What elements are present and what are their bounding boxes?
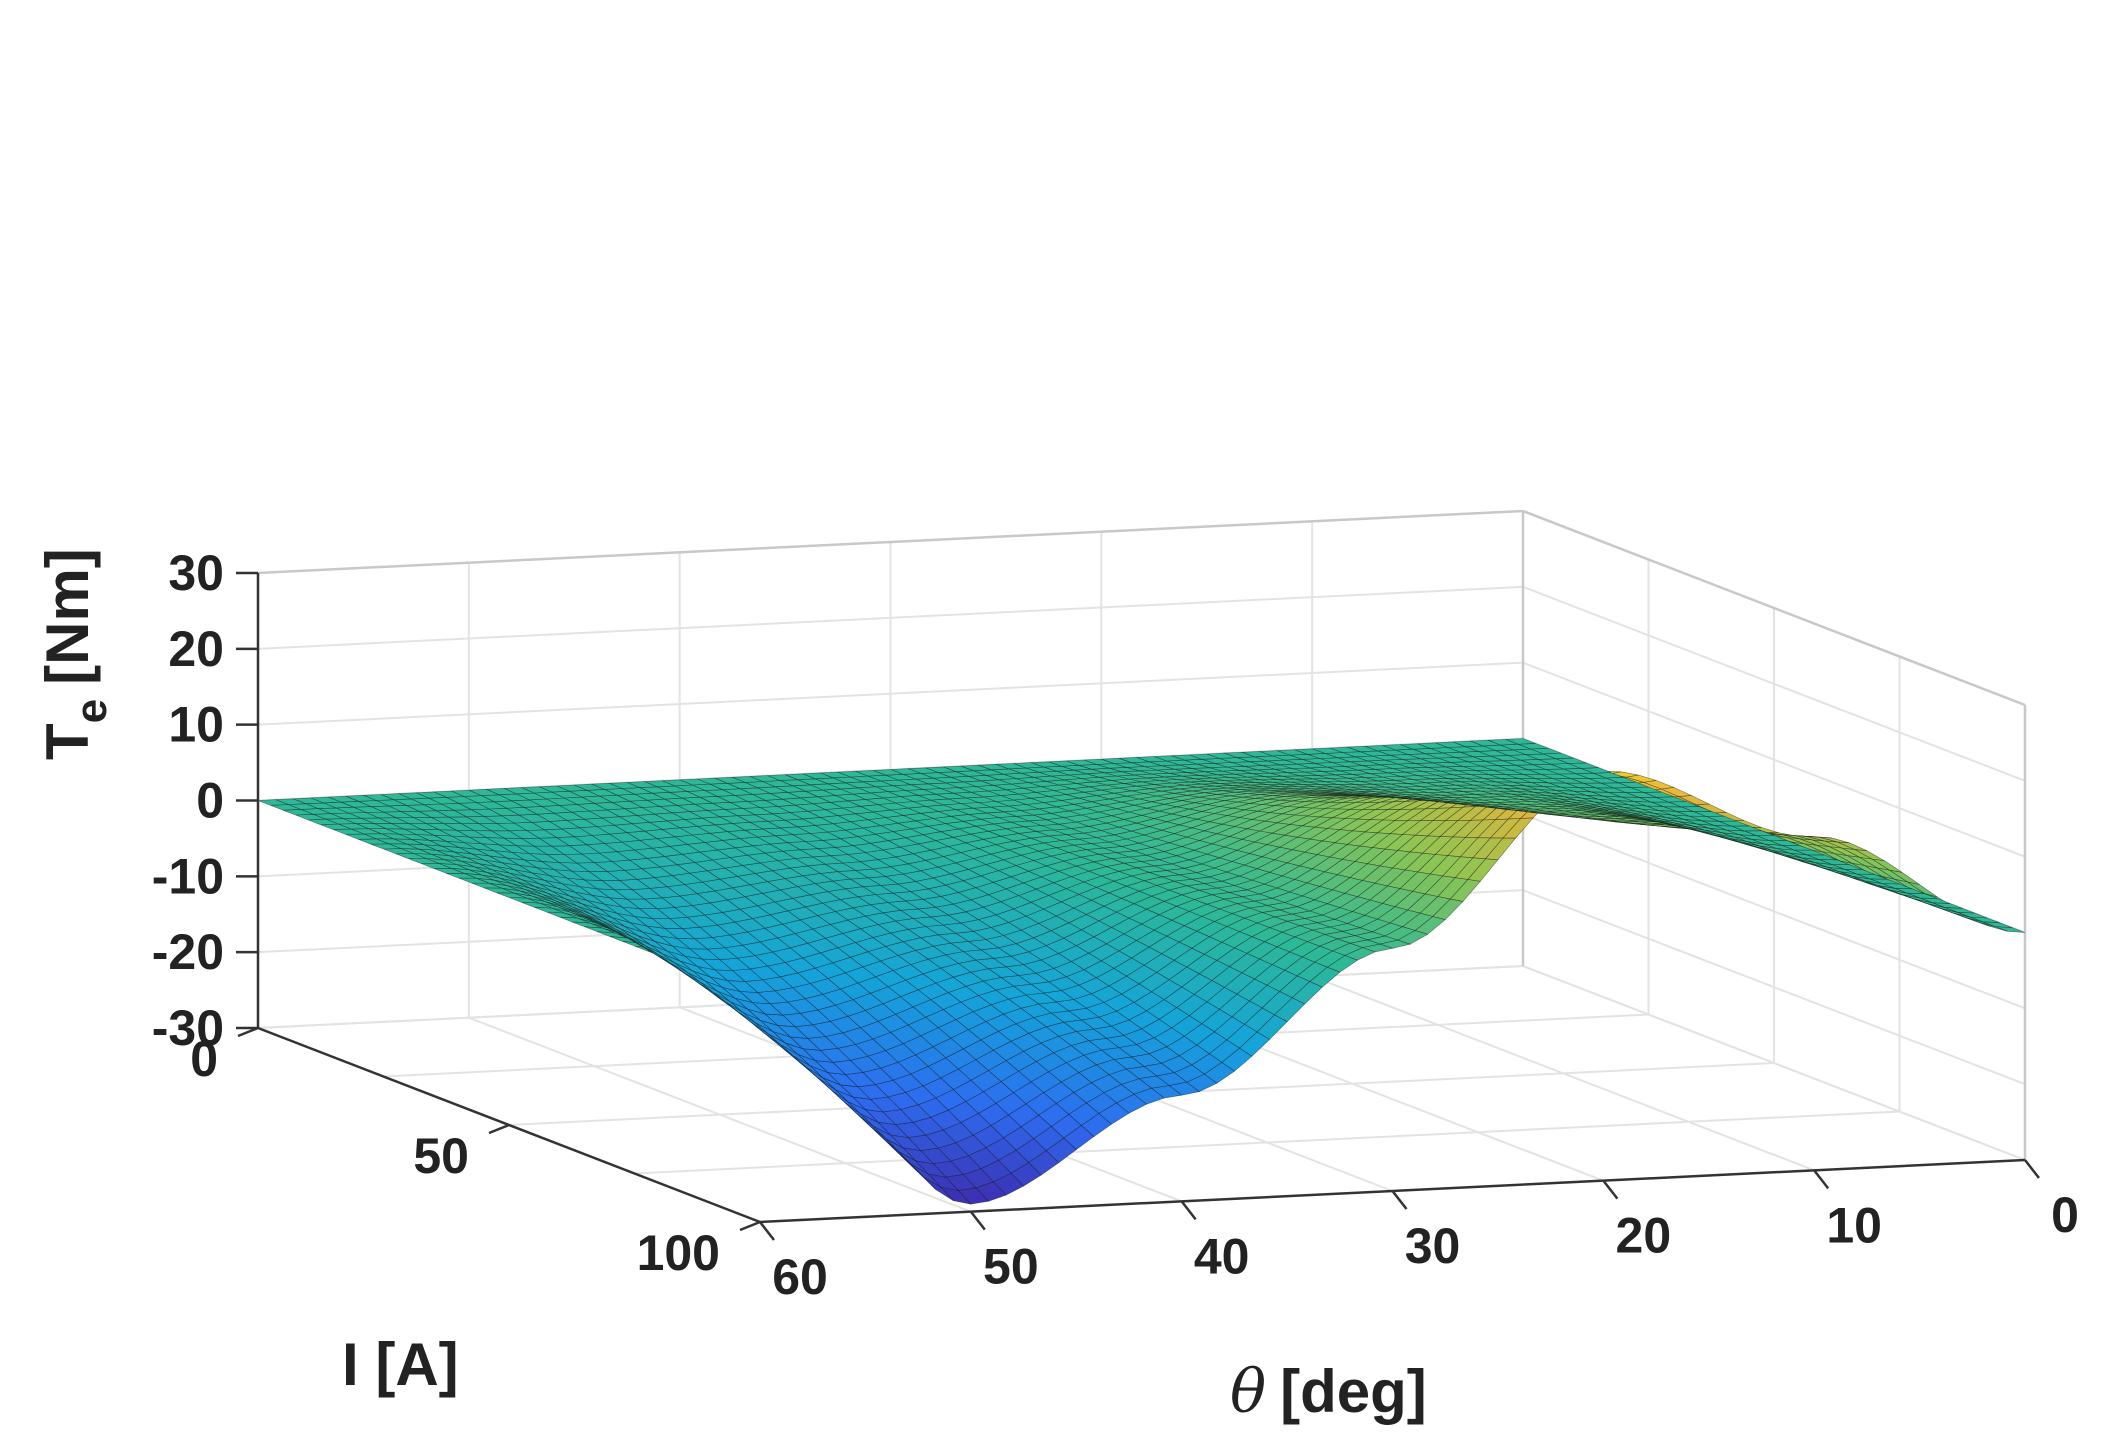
z-tick-label: 10: [168, 697, 224, 753]
z-axis-title: Te [Nm]: [34, 548, 116, 760]
theta-tick-label: 0: [2051, 1187, 2079, 1243]
theta-tick-label: 50: [983, 1239, 1039, 1295]
theta-tick: [760, 1222, 774, 1240]
theta-tick-label: 40: [1194, 1228, 1250, 1284]
z-tick-label: -10: [152, 848, 224, 904]
z-tick-label: 0: [196, 773, 224, 829]
theta-tick: [1814, 1170, 1828, 1188]
z-axis-title-main: T: [34, 723, 101, 760]
z-axis-title-unit: [Nm]: [34, 548, 101, 685]
i-tick-label: 100: [637, 1225, 720, 1281]
z-tick-label: -20: [152, 924, 224, 980]
theta-tick-label: 10: [1826, 1197, 1882, 1253]
z-tick-label: 20: [168, 621, 224, 677]
theta-tick: [1393, 1191, 1407, 1209]
i-axis-title: I [A]: [342, 1331, 459, 1398]
theta-tick-label: 30: [1405, 1218, 1461, 1274]
i-tick-label: 50: [413, 1128, 469, 1184]
i-tick: [740, 1222, 760, 1230]
i-tick: [489, 1125, 509, 1133]
theta-tick-label: 20: [1616, 1208, 1672, 1264]
theta-axis-unit: [deg]: [1280, 1358, 1427, 1425]
grid-line: [635, 1112, 1900, 1174]
theta-tick: [2025, 1160, 2039, 1178]
theta-tick-label: 60: [772, 1249, 828, 1305]
theta-tick: [1603, 1181, 1617, 1199]
z-tick-label: 30: [168, 545, 224, 601]
theta-tick: [1182, 1201, 1196, 1219]
z-axis-title-sub: e: [67, 699, 116, 723]
i-tick-label: 0: [190, 1031, 218, 1087]
theta-axis-symbol: θ: [1230, 1357, 1266, 1427]
theta-tick: [971, 1212, 985, 1230]
theta-axis-title: θ[deg]: [1230, 1357, 1427, 1427]
surface-layer: [258, 739, 2025, 1205]
